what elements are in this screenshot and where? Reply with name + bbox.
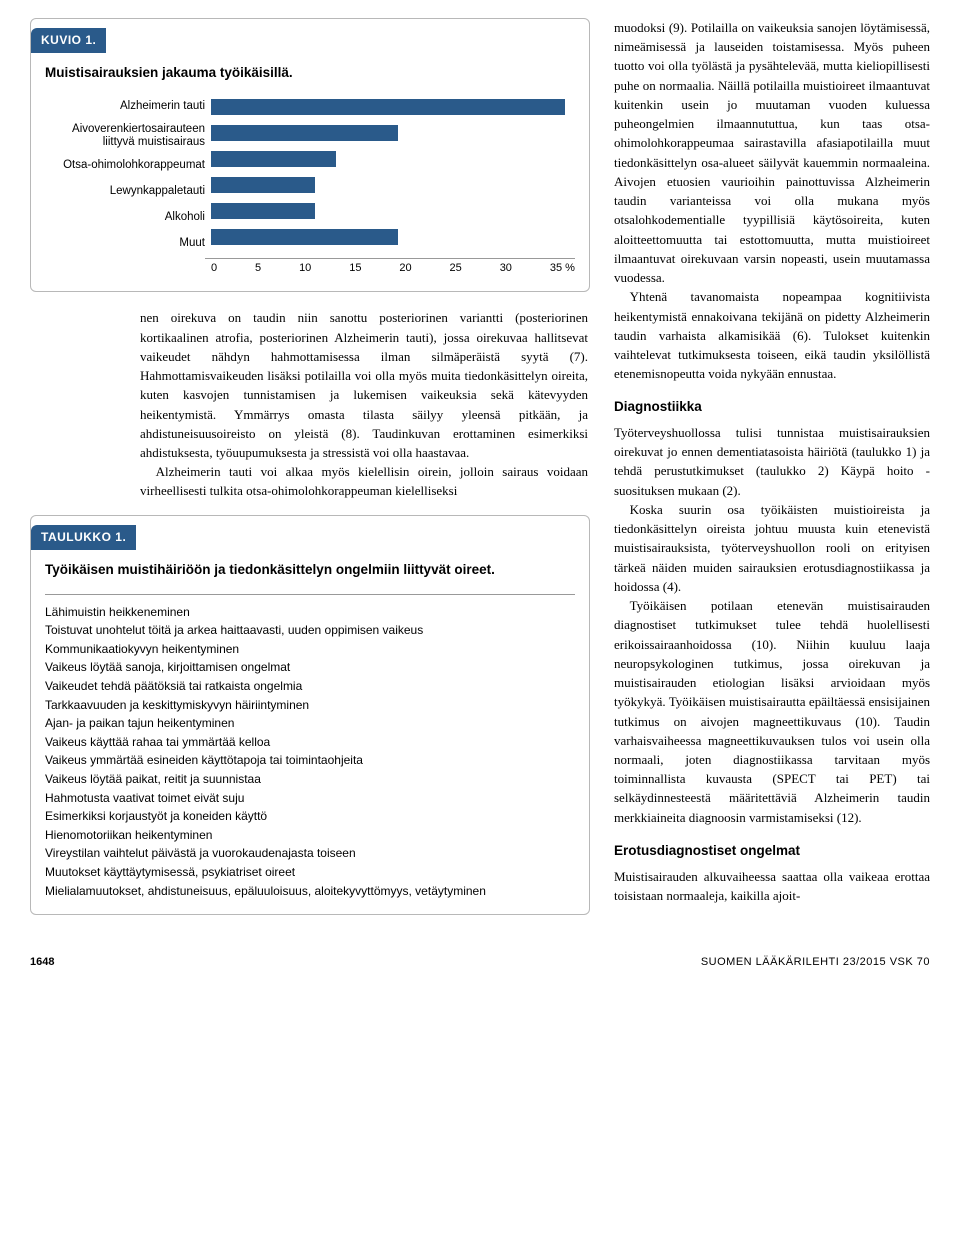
chart-bar-row — [211, 149, 575, 169]
table-1-item: Esimerkiksi korjaustyöt ja koneiden käyt… — [45, 807, 575, 826]
chart-tick: 25 — [450, 261, 462, 277]
figure-1-panel: KUVIO 1. Muistisairauksien jakauma työik… — [30, 18, 590, 292]
left-body-text: nen oirekuva on taudin niin sanottu post… — [30, 308, 590, 514]
table-1-item: Lähimuistin heikkeneminen — [45, 603, 575, 622]
right-paragraph-5: Työikäisen potilaan etenevän muistisaira… — [614, 596, 930, 827]
right-paragraph-1: muodoksi (9). Potilailla on vaikeuksia s… — [614, 18, 930, 287]
table-1-item: Vaikeus löytää sanoja, kirjoittamisen on… — [45, 658, 575, 677]
chart-tick: 35 % — [550, 261, 575, 277]
figure-1-title: Muistisairauksien jakauma työikäisillä. — [45, 63, 575, 83]
chart-tick: 5 — [255, 261, 261, 277]
page-footer: 1648 SUOMEN LÄÄKÄRILEHTI 23/2015 VSK 70 — [30, 955, 930, 971]
right-paragraph-6: Muistisairauden alkuvaiheessa saattaa ol… — [614, 867, 930, 905]
right-column: muodoksi (9). Potilailla on vaikeuksia s… — [614, 18, 930, 931]
chart-bar-area — [205, 97, 575, 259]
table-1-item: Hienomotoriikan heikentyminen — [45, 826, 575, 845]
table-1-item: Muutokset käyttäytymisessä, psykiatriset… — [45, 863, 575, 882]
table-1-item: Mielialamuutokset, ahdistuneisuus, epälu… — [45, 882, 575, 901]
figure-1-head: KUVIO 1. — [31, 28, 106, 53]
right-paragraph-4: Koska suurin osa työikäisten muistioirei… — [614, 500, 930, 596]
chart-tick: 20 — [399, 261, 411, 277]
section-head-diagnostiikka: Diagnostiikka — [614, 397, 930, 417]
right-paragraph-3: Työterveyshuollossa tulisi tunnistaa mui… — [614, 423, 930, 500]
content-columns: KUVIO 1. Muistisairauksien jakauma työik… — [30, 18, 930, 931]
chart-bar — [211, 177, 315, 193]
chart-tick: 15 — [349, 261, 361, 277]
table-1-item: Vaikeus ymmärtää esineiden käyttötapoja … — [45, 751, 575, 770]
chart-tick: 10 — [299, 261, 311, 277]
chart-bar — [211, 203, 315, 219]
chart-tick: 30 — [500, 261, 512, 277]
chart-label: Otsa-ohimolohkorappeumat — [45, 155, 205, 175]
chart-label: Alkoholi — [45, 207, 205, 227]
table-1-item: Vaikeus löytää paikat, reitit ja suunnis… — [45, 770, 575, 789]
right-paragraph-2: Yhtenä tavanomaista nopeampaa kognitiivi… — [614, 287, 930, 383]
page-number: 1648 — [30, 955, 54, 971]
chart-label: Lewynkappaletauti — [45, 181, 205, 201]
table-1-item: Toistuvat unohtelut töitä ja arkea haitt… — [45, 621, 575, 640]
table-1-item: Vaikeus käyttää rahaa tai ymmärtää kello… — [45, 733, 575, 752]
chart-bar-row — [211, 227, 575, 247]
table-1-item: Vireystilan vaihtelut päivästä ja vuorok… — [45, 844, 575, 863]
left-column: KUVIO 1. Muistisairauksien jakauma työik… — [30, 18, 590, 931]
chart-bar — [211, 229, 398, 245]
chart-label: Aivoverenkiertosairauteen liittyvä muist… — [45, 123, 205, 149]
left-paragraph-2: Alzheimerin tauti voi alkaa myös kielell… — [140, 462, 588, 500]
chart-tick: 0 — [211, 261, 217, 277]
chart-bar-row — [211, 123, 575, 143]
journal-source: SUOMEN LÄÄKÄRILEHTI 23/2015 VSK 70 — [701, 955, 930, 971]
table-1-item: Hahmotusta vaativat toimet eivät suju — [45, 789, 575, 808]
chart-label: Alzheimerin tauti — [45, 97, 205, 117]
chart-bar — [211, 125, 398, 141]
table-1-item: Vaikeudet tehdä päätöksiä tai ratkaista … — [45, 677, 575, 696]
chart-label: Muut — [45, 233, 205, 253]
table-1-head: TAULUKKO 1. — [31, 525, 136, 550]
figure-1-chart: Alzheimerin tauti Aivoverenkiertosairaute… — [45, 97, 575, 259]
table-1-list: Lähimuistin heikkeneminenToistuvat unoht… — [45, 603, 575, 901]
chart-bar-row — [211, 175, 575, 195]
table-1-divider — [45, 594, 575, 595]
table-1-title: Työikäisen muistihäiriöön ja tiedonkäsit… — [45, 560, 575, 580]
chart-bar — [211, 151, 336, 167]
chart-category-labels: Alzheimerin tauti Aivoverenkiertosairaute… — [45, 97, 205, 259]
table-1-panel: TAULUKKO 1. Työikäisen muistihäiriöön ja… — [30, 515, 590, 915]
left-paragraph-1: nen oirekuva on taudin niin sanottu post… — [140, 308, 588, 462]
chart-bar-row — [211, 97, 575, 117]
table-1-item: Tarkkaavuuden ja keskittymiskyvyn häirii… — [45, 696, 575, 715]
table-1-item: Ajan- ja paikan tajun heikentyminen — [45, 714, 575, 733]
section-head-erotusdiagnostiset: Erotusdiagnostiset ongelmat — [614, 841, 930, 861]
chart-bar-row — [211, 201, 575, 221]
chart-x-axis: 0 5 10 15 20 25 30 35 % — [45, 261, 575, 277]
chart-bar — [211, 99, 565, 115]
table-1-item: Kommunikaatiokyvyn heikentyminen — [45, 640, 575, 659]
